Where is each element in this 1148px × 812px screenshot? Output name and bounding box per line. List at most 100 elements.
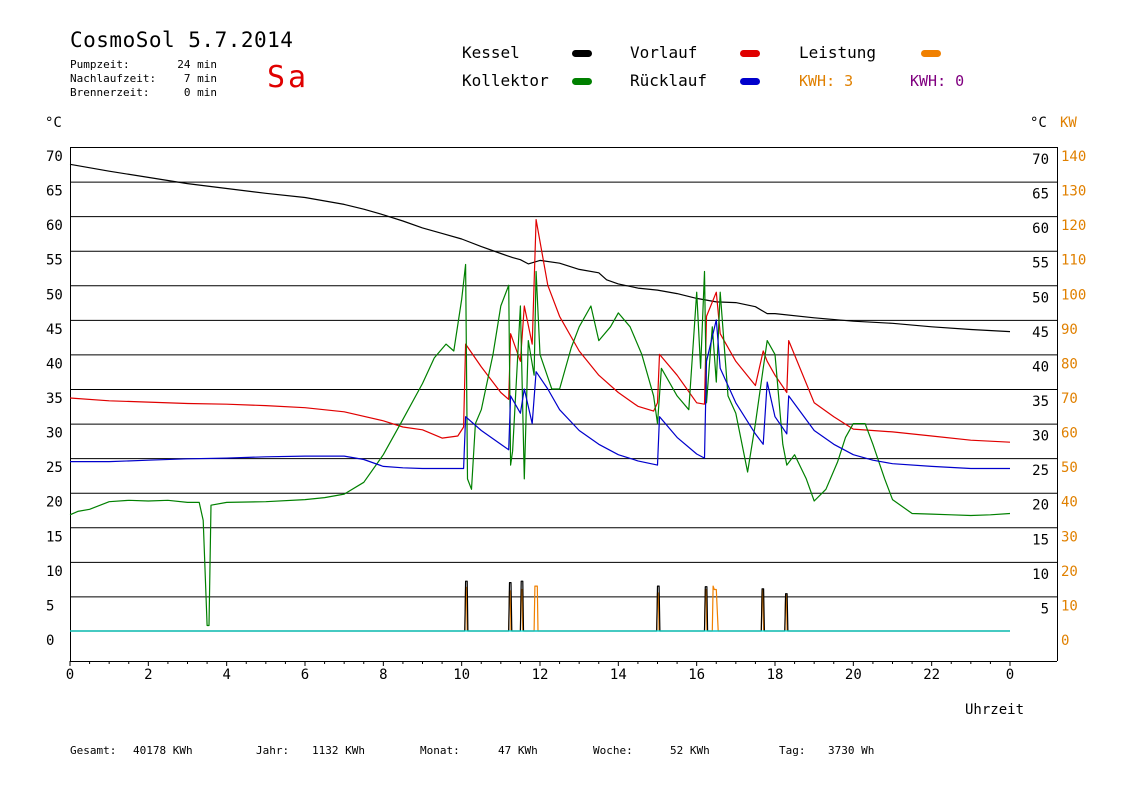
y-tick-label-right: 55: [1032, 256, 1049, 272]
y-tick-label-left: 60: [46, 218, 63, 234]
kw-tick-label: 140: [1061, 149, 1086, 165]
x-tick-label: 14: [610, 667, 627, 683]
gesamt-value: 40178 KWh: [133, 744, 193, 757]
monat-label: Monat:: [420, 744, 460, 757]
jahr-label: Jahr:: [256, 744, 290, 757]
y-tick-label-right: 30: [1032, 429, 1049, 445]
y-tick-label-right: 65: [1032, 187, 1049, 203]
x-tick-label: 0: [1006, 667, 1014, 683]
tag-label: Tag:: [779, 744, 806, 757]
series-line-r-cklauf: [70, 319, 1010, 470]
nachlaufzeit-value: 7 min: [183, 72, 217, 85]
y-tick-label-left: 70: [46, 149, 63, 165]
y-tick-label-left: 5: [46, 598, 54, 614]
legend-kollektor-swatch: [572, 78, 592, 85]
y-tick-label-left: 25: [46, 460, 63, 476]
weekday-label: Sa: [267, 60, 310, 95]
y-tick-label-left: 50: [46, 287, 63, 303]
x-tick-label: 10: [453, 667, 470, 683]
jahr-value: 1132 KWh: [312, 744, 365, 757]
legend-kessel-label: Kessel: [462, 43, 520, 62]
series-line-kessel: [69, 163, 1011, 333]
kwh-solar-label: KWH: 3: [799, 72, 854, 90]
kw-tick-label: 90: [1061, 322, 1078, 338]
x-tick-label: 12: [532, 667, 549, 683]
y-axis-unit-kw: KW: [1060, 115, 1077, 131]
chart-axes: [69, 147, 1058, 666]
x-axis-label: Uhrzeit: [965, 702, 1024, 718]
y-tick-label-right: 5: [1041, 601, 1049, 617]
kw-tick-label: 40: [1061, 495, 1078, 511]
y-tick-label-left: 40: [46, 356, 63, 372]
y-tick-label-right: 15: [1032, 532, 1049, 548]
series-line-leistung: [70, 585, 1010, 632]
y-tick-label-left: 35: [46, 391, 63, 407]
y-tick-label-left: 30: [46, 426, 63, 442]
y-tick-label-right: 10: [1032, 567, 1049, 583]
pumpzeit-label: Pumpzeit:: [70, 58, 130, 71]
x-tick-label: 2: [144, 667, 152, 683]
kw-tick-label: 130: [1061, 184, 1086, 200]
legend-vorlauf-label: Vorlauf: [630, 43, 698, 62]
legend-vorlauf-swatch: [740, 50, 760, 57]
series-line-vorlauf: [69, 219, 1011, 443]
kw-tick-label: 110: [1061, 253, 1086, 269]
woche-label: Woche:: [593, 744, 633, 757]
chart-grid: [70, 147, 1057, 598]
gesamt-label: Gesamt:: [70, 744, 117, 757]
kw-tick-label: 10: [1061, 598, 1078, 614]
x-tick-label: 4: [222, 667, 230, 683]
x-tick-label: 6: [301, 667, 309, 683]
y-tick-label-right: 35: [1032, 394, 1049, 410]
y-tick-label-left: 10: [46, 564, 63, 580]
chart-tick-labels: 0 2 4 6 8 10 12 14 16 18 20 22 005101520253035404550…: [46, 149, 1086, 683]
x-tick-label: 8: [379, 667, 387, 683]
chart-series: [69, 163, 1011, 632]
kw-tick-label: 80: [1061, 356, 1078, 372]
woche-value: 52 KWh: [670, 744, 710, 757]
y-tick-label-right: 25: [1032, 463, 1049, 479]
kw-tick-label: 30: [1061, 529, 1078, 545]
kwh-brenner-label: KWH: 0: [910, 72, 965, 90]
y-axis-unit-right: °C: [1030, 115, 1047, 131]
y-tick-label-left: 15: [46, 529, 63, 545]
y-tick-label-left: 65: [46, 184, 63, 200]
brennerzeit-label: Brennerzeit:: [70, 86, 150, 99]
y-tick-label-right: 45: [1032, 325, 1049, 341]
y-tick-label-left: 20: [46, 495, 63, 511]
legend-kessel-swatch: [572, 50, 592, 57]
kw-tick-label: 70: [1061, 391, 1078, 407]
chart-title: CosmoSol 5.7.2014: [70, 28, 294, 52]
y-tick-label-left: 0: [46, 633, 54, 649]
series-line-pumpe: [70, 580, 1010, 632]
kw-tick-label: 120: [1061, 218, 1086, 234]
y-tick-label-right: 70: [1032, 152, 1049, 168]
kw-tick-label: 100: [1061, 287, 1086, 303]
y-tick-label-left: 55: [46, 253, 63, 269]
y-tick-label-right: 50: [1032, 290, 1049, 306]
legend-kollektor-label: Kollektor: [462, 71, 549, 90]
legend-leistung-label: Leistung: [799, 43, 877, 62]
x-tick-label: 22: [923, 667, 940, 683]
kw-tick-label: 50: [1061, 460, 1078, 476]
x-tick-label: 16: [688, 667, 705, 683]
x-tick-label: 0: [66, 667, 74, 683]
kw-tick-label: 20: [1061, 564, 1078, 580]
brennerzeit-value: 0 min: [183, 86, 217, 99]
y-tick-label-right: 60: [1032, 221, 1049, 237]
y-axis-unit-left: °C: [45, 115, 62, 131]
tag-value: 3730 Wh: [828, 744, 875, 757]
kw-tick-label: 0: [1061, 633, 1069, 649]
y-tick-label-right: 40: [1032, 359, 1049, 375]
x-tick-label: 18: [767, 667, 784, 683]
y-tick-label-right: 20: [1032, 498, 1049, 514]
nachlaufzeit-label: Nachlaufzeit:: [70, 72, 157, 85]
monat-value: 47 KWh: [498, 744, 538, 757]
x-tick-label: 20: [845, 667, 862, 683]
pumpzeit-value: 24 min: [177, 58, 217, 71]
legend-leistung-swatch: [921, 50, 941, 57]
series-line-kollektor: [69, 263, 1011, 627]
legend-ruecklauf-swatch: [740, 78, 760, 85]
y-tick-label-left: 45: [46, 322, 63, 338]
